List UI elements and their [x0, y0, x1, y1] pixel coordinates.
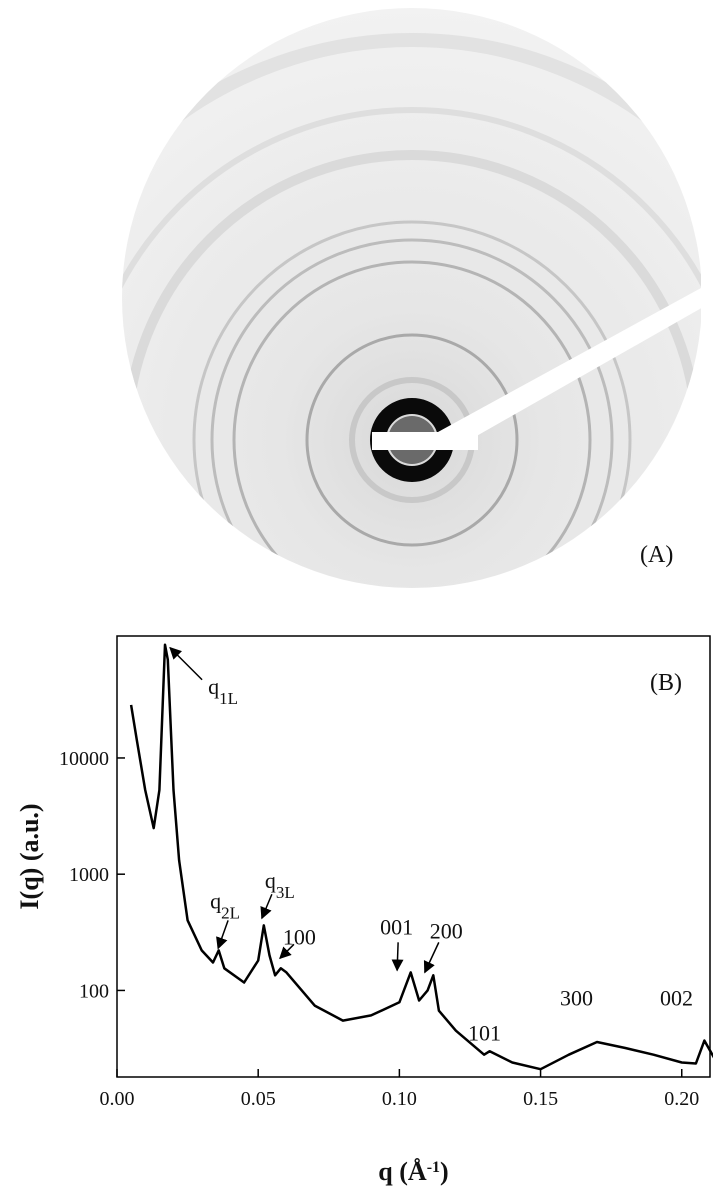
x-tick-label: 0.10	[382, 1088, 417, 1110]
x-axis-label-part: q (Å	[378, 1157, 427, 1186]
x-tick-label: 0.15	[523, 1088, 558, 1110]
annotation-arrow	[391, 942, 404, 972]
x-axis-label: q (Å-1)	[378, 1157, 448, 1186]
x-axis-label-part: )	[440, 1157, 449, 1186]
plot-frame	[116, 635, 711, 1078]
annotation-arrow	[423, 942, 440, 974]
y-tick-label: 100	[79, 980, 109, 1002]
x-tick-label: 0.00	[100, 1088, 135, 1110]
annotation-arrow	[169, 646, 203, 681]
annotation: q2L	[210, 888, 240, 922]
annotation-text: 001	[380, 914, 413, 939]
diffraction-image	[122, 8, 701, 588]
annotation: 200	[430, 918, 463, 943]
peak-label-text: 101	[468, 1021, 501, 1046]
annotation-text: q	[265, 868, 276, 893]
annotation-arrow	[260, 893, 273, 920]
peak-label-text: 002	[660, 986, 693, 1011]
annotation: q3L	[265, 868, 295, 902]
annotation-text: q	[208, 674, 219, 699]
annotation-arrow	[216, 920, 229, 950]
annotation-sub: 1L	[219, 688, 238, 707]
y-tick-label: 10000	[59, 748, 109, 770]
annotation-text: 200	[430, 918, 463, 943]
panel-label: (A)	[640, 542, 673, 568]
annotation-arrow	[279, 943, 295, 960]
annotation-text: 100	[283, 924, 316, 949]
peak-label-text: 300	[560, 986, 593, 1011]
annotation-text: q	[210, 888, 221, 913]
x-tick-label: 0.20	[664, 1088, 699, 1110]
data-line	[129, 643, 713, 1071]
panel-label: (B)	[650, 670, 682, 696]
y-axis-label: I(q) (a.u.)	[15, 803, 44, 909]
annotation: 100	[283, 924, 316, 949]
annotation: q1L	[208, 674, 238, 708]
annotation: 001	[380, 914, 413, 939]
peak-label: 300	[560, 986, 593, 1011]
annotation-sub: 2L	[221, 903, 240, 922]
y-tick-label: 1000	[69, 864, 109, 886]
x-tick-label: 0.05	[241, 1088, 276, 1110]
annotation-sub: 3L	[276, 883, 295, 902]
peak-label: 101	[468, 1021, 501, 1046]
peak-label: 002	[660, 986, 693, 1011]
x-axis-label-part: -1	[427, 1159, 440, 1176]
